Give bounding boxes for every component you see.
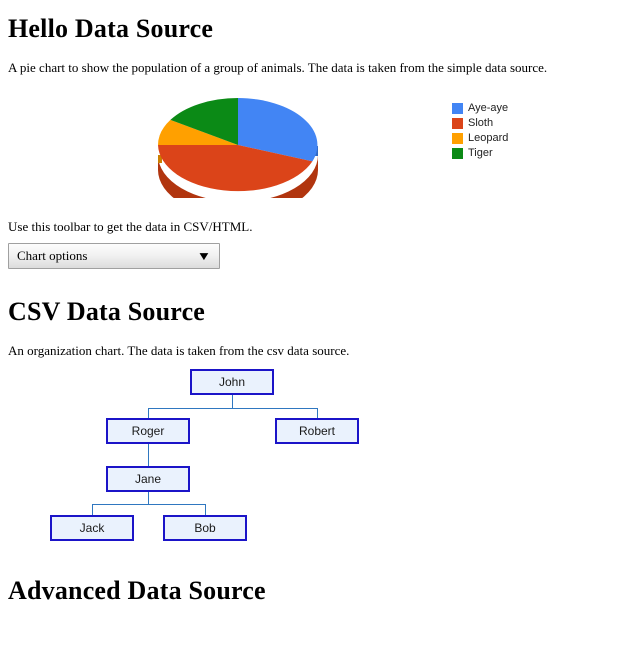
org-node-john[interactable]: John [190,368,274,395]
simple-description: A pie chart to show the population of a … [8,59,548,75]
pie-chart[interactable] [148,83,328,199]
pie-side-leopard [158,155,162,164]
pie-chart-svg [158,98,318,199]
pie-slice-sloth[interactable] [158,145,313,192]
org-node-label-robert: Robert [298,423,336,438]
csv-description: An organization chart. The data is taken… [8,342,350,358]
legend-label-sloth: Sloth [468,117,494,130]
page-title-simple: Hello Data Source [8,14,214,43]
org-node-label-roger: Roger [131,423,165,438]
legend-swatch-icon-leopard [452,133,463,145]
page-title-csv: CSV Data Source [8,297,206,327]
legend-label-leopard: Leopard [468,132,509,145]
legend-swatch-icon-tiger [452,148,463,160]
org-node-label-jane: Jane [134,471,162,486]
pie-side-sloth [158,155,318,199]
org-node-bob[interactable]: Bob [163,514,247,541]
pie-slice-ayeaye[interactable] [238,98,318,162]
org-connector-bob-up [205,503,206,515]
page-root: Hello Data Source A pie chart to show th… [0,14,636,605]
org-connector-jane-horizontal [92,503,205,505]
org-connector-jack-up [92,503,93,515]
pie-chart-legend: Aye-aye Sloth Leopard Tiger [452,101,508,161]
org-node-label-bob: Bob [194,520,216,535]
org-node-jane[interactable]: Jane [106,465,190,492]
org-connector-john-down [232,394,233,408]
pie-slice-tiger[interactable] [170,98,238,146]
org-connector-robert-up [317,407,318,419]
org-node-roger[interactable]: Roger [106,417,190,444]
chevron-down-icon: ▼ [196,249,212,264]
org-connector-roger-up [148,407,149,419]
org-connector-jane-down [148,491,149,504]
org-connector-roger-jane [148,443,149,466]
legend-item-sloth[interactable]: Sloth [452,116,508,131]
legend-swatch-icon-sloth [452,118,463,130]
legend-label-tiger: Tiger [468,147,493,160]
chart-options-label: Chart options [17,248,88,264]
legend-item-ayeaye[interactable]: Aye-aye [452,101,508,116]
org-node-robert[interactable]: Robert [275,417,359,444]
org-chart: John Roger Robert Jane Jack Bob [0,368,628,554]
org-connector-john-horizontal [148,407,317,409]
toolbar-note: Use this toolbar to get the data in CSV/… [8,219,253,235]
page-title-advanced: Advanced Data Source [8,575,266,605]
pie-slice-leopard[interactable] [158,120,238,146]
chart-options-dropdown[interactable]: Chart options ▼ [8,243,220,270]
org-node-jack[interactable]: Jack [50,514,134,541]
pie-top-face [158,98,318,192]
legend-item-tiger[interactable]: Tiger [452,146,508,161]
org-node-label-jack: Jack [79,520,105,535]
legend-item-leopard[interactable]: Leopard [452,131,508,146]
legend-label-ayeaye: Aye-aye [468,102,509,115]
legend-swatch-icon-ayeaye [452,103,463,115]
pie-chart-block: Aye-aye Sloth Leopard Tiger [8,83,628,203]
org-node-label-john: John [218,374,246,389]
